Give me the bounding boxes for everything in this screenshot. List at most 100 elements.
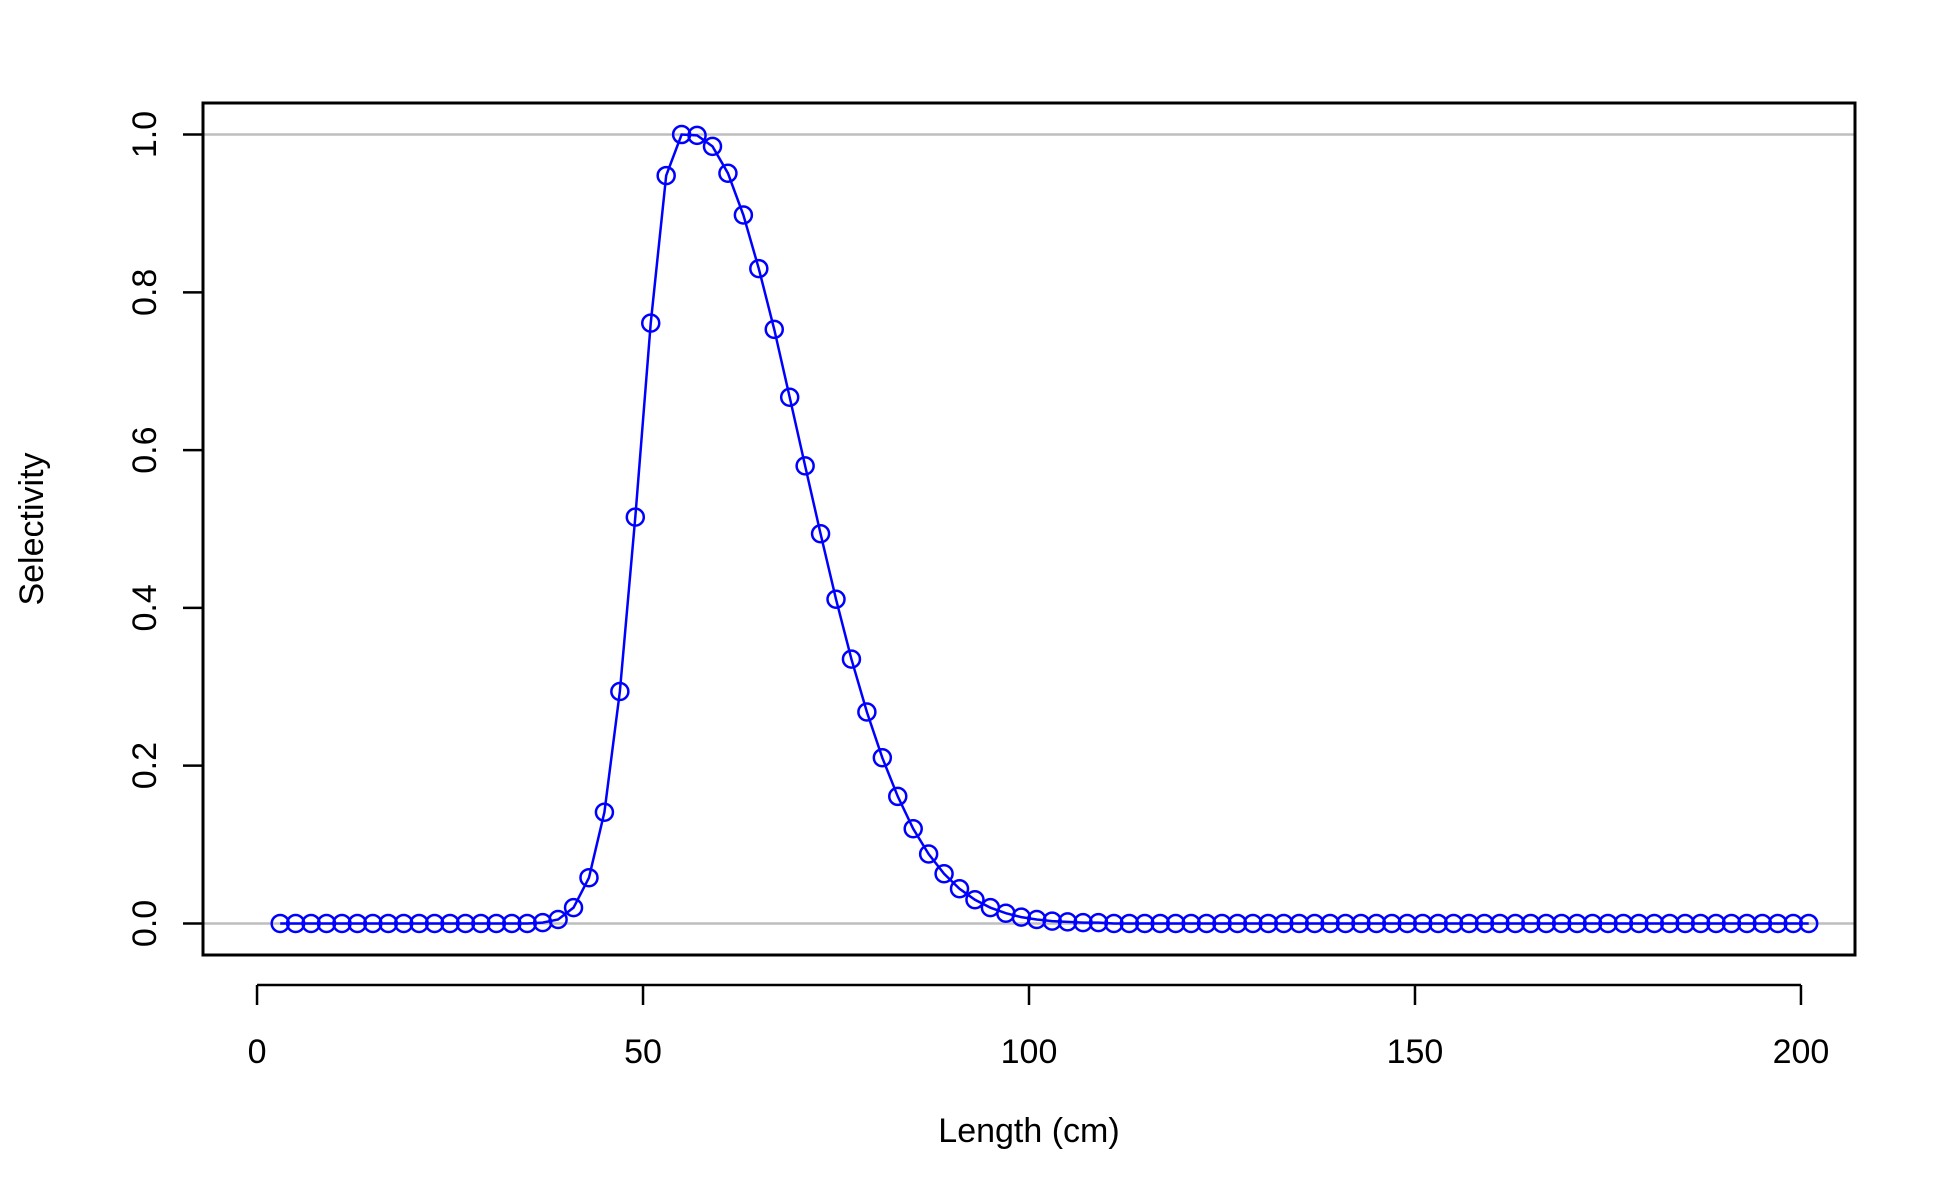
data-point — [1768, 913, 1788, 934]
data-point — [270, 913, 290, 934]
data-point — [1135, 913, 1155, 934]
data-point — [779, 387, 800, 408]
data-point — [563, 897, 584, 918]
data-point — [918, 844, 939, 864]
x-axis: 0 50 100 150 200 — [248, 983, 1830, 1071]
data-point — [1412, 913, 1433, 934]
data-point — [949, 878, 970, 899]
data-point — [1181, 913, 1201, 934]
data-point — [1582, 913, 1603, 934]
data-point — [548, 909, 568, 930]
data-point — [1057, 912, 1078, 932]
data-point — [1304, 913, 1325, 934]
data-point — [733, 205, 754, 225]
y-tick-label: 0.6 — [126, 426, 164, 473]
data-point — [1474, 913, 1495, 934]
data-point — [764, 319, 785, 340]
x-tick-label: 50 — [624, 1033, 662, 1071]
data-point — [1428, 913, 1448, 934]
data-point — [1443, 913, 1464, 934]
data-point — [687, 125, 707, 146]
y-axis: 0.0 0.2 0.4 0.6 0.8 1.0 — [126, 111, 203, 947]
data-point — [1165, 913, 1186, 934]
y-tick-label: 0.4 — [126, 584, 164, 631]
data-point — [1104, 913, 1124, 934]
data-point — [702, 136, 723, 157]
data-point — [625, 507, 646, 527]
data-point — [1737, 913, 1757, 934]
series-layer — [270, 124, 1819, 934]
data-point — [1783, 913, 1803, 934]
y-tick-label: 0.2 — [126, 742, 164, 789]
data-point — [1629, 913, 1649, 934]
data-point — [1690, 913, 1711, 934]
data-point — [301, 913, 321, 934]
data-point — [1351, 913, 1371, 934]
y-axis-label: Selectivity — [13, 452, 51, 605]
data-point — [1490, 913, 1510, 934]
data-point — [718, 163, 738, 183]
plot-area-border — [201, 101, 1857, 957]
data-point — [1289, 913, 1309, 934]
data-point — [378, 913, 399, 934]
data-point — [1675, 913, 1695, 934]
data-point — [1196, 913, 1217, 934]
y-tick-label: 1.0 — [126, 111, 164, 158]
data-point — [1382, 913, 1402, 934]
data-point — [1258, 913, 1279, 934]
data-point — [409, 913, 429, 934]
data-point — [1659, 913, 1680, 934]
data-point — [888, 786, 908, 807]
x-tick-label: 100 — [1001, 1033, 1058, 1071]
data-point — [671, 124, 692, 145]
data-point — [965, 890, 985, 910]
data-point — [316, 913, 337, 934]
data-point — [1536, 913, 1556, 934]
x-tick-label: 0 — [248, 1033, 267, 1071]
x-tick-label: 200 — [1773, 1033, 1830, 1071]
data-point — [1752, 913, 1773, 934]
data-point — [502, 913, 522, 934]
data-point — [424, 913, 445, 934]
data-point — [610, 681, 630, 702]
data-point — [1042, 911, 1062, 931]
data-point — [1798, 913, 1819, 934]
data-point — [934, 863, 954, 884]
data-point — [1459, 913, 1479, 934]
data-point — [455, 913, 476, 934]
data-point — [1706, 913, 1726, 934]
reference-lines — [203, 133, 1855, 925]
data-point — [486, 913, 507, 934]
data-point — [1721, 913, 1742, 934]
data-point — [347, 913, 368, 934]
data-point — [579, 867, 599, 888]
data-point — [594, 802, 615, 822]
data-point — [1243, 913, 1263, 934]
data-point — [656, 165, 676, 186]
data-point — [749, 258, 769, 279]
data-point — [1320, 913, 1340, 934]
data-point — [1088, 912, 1109, 933]
data-point — [517, 913, 537, 934]
data-point — [1026, 909, 1047, 930]
data-point — [1397, 913, 1418, 934]
data-point — [1227, 913, 1248, 934]
data-point — [1598, 913, 1618, 934]
data-point — [1567, 913, 1587, 934]
data-point — [393, 913, 414, 934]
data-point — [363, 913, 383, 934]
data-point — [841, 649, 862, 669]
x-axis-label: Length (cm) — [938, 1112, 1119, 1150]
y-tick-label: 0.8 — [126, 269, 164, 316]
data-point — [285, 913, 306, 934]
data-point — [1644, 913, 1665, 934]
data-point — [795, 456, 815, 476]
data-point — [471, 913, 491, 934]
data-point — [1521, 913, 1541, 934]
data-point — [1366, 913, 1387, 934]
data-point — [1551, 913, 1572, 934]
data-point — [1073, 912, 1093, 933]
data-point — [903, 819, 923, 839]
series-line — [280, 133, 1809, 925]
